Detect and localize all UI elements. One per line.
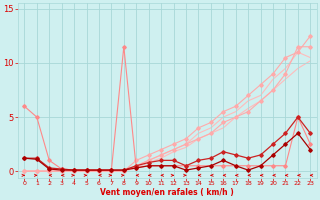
X-axis label: Vent moyen/en rafales ( km/h ): Vent moyen/en rafales ( km/h ) <box>100 188 234 197</box>
